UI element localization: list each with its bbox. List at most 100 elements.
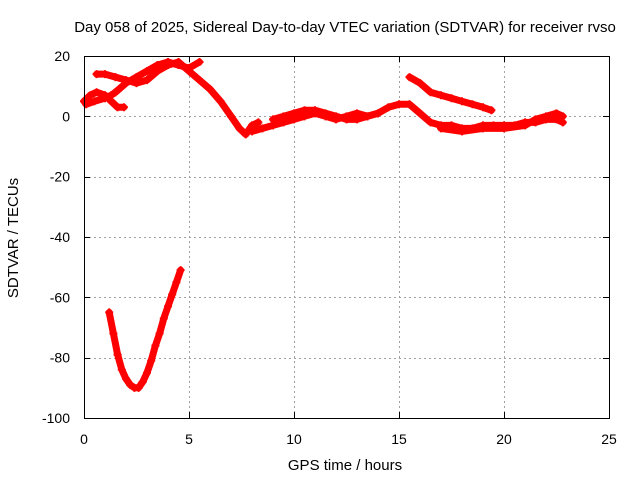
data-point xyxy=(101,94,109,103)
y-tick-label: -100 xyxy=(42,410,70,426)
data-point xyxy=(437,91,445,100)
data-point xyxy=(458,127,466,136)
data-point xyxy=(416,109,424,118)
data-point xyxy=(416,79,424,88)
y-tick-label: -60 xyxy=(50,289,70,305)
series-layer xyxy=(80,58,567,392)
data-point xyxy=(122,374,130,383)
data-point xyxy=(111,88,120,97)
data-point xyxy=(332,112,340,121)
data-point xyxy=(241,130,250,139)
y-tick-label: -40 xyxy=(50,229,70,245)
data-point xyxy=(479,124,487,133)
x-tick-label: 0 xyxy=(80,431,88,447)
data-point xyxy=(311,106,319,115)
data-point xyxy=(168,290,177,299)
data-point xyxy=(164,302,172,311)
data-point xyxy=(172,278,181,287)
data-point xyxy=(92,88,101,97)
data-point xyxy=(447,94,456,103)
x-tick-label: 5 xyxy=(185,431,193,447)
data-point xyxy=(468,100,477,109)
data-point xyxy=(113,350,122,359)
data-point xyxy=(101,70,109,79)
data-point xyxy=(521,121,529,130)
data-point xyxy=(542,112,550,121)
data-point xyxy=(374,109,382,118)
data-point xyxy=(558,112,567,121)
data-point xyxy=(147,356,156,365)
data-point xyxy=(105,308,114,317)
data-point xyxy=(216,97,225,106)
data-point xyxy=(235,124,244,133)
data-point xyxy=(195,58,204,67)
data-point xyxy=(258,124,267,133)
data-point xyxy=(174,61,183,70)
series-arc-3 xyxy=(93,58,262,138)
y-tick-label: 20 xyxy=(54,48,70,64)
y-tick-label: -80 xyxy=(50,350,70,366)
data-point xyxy=(126,380,135,389)
data-point xyxy=(342,115,351,124)
data-point xyxy=(159,314,168,323)
data-point xyxy=(134,383,143,392)
data-point xyxy=(111,73,120,82)
chart-title: Day 058 of 2025, Sidereal Day-to-day VTE… xyxy=(74,19,616,36)
data-point xyxy=(437,124,445,133)
data-point xyxy=(458,97,466,106)
data-point xyxy=(254,118,263,127)
data-point xyxy=(82,100,91,109)
data-point xyxy=(500,124,508,133)
data-point xyxy=(487,106,496,115)
data-point xyxy=(353,115,361,124)
data-point xyxy=(405,100,414,109)
data-point xyxy=(405,73,414,82)
tick-layer xyxy=(84,56,610,419)
data-point xyxy=(90,97,99,106)
data-point xyxy=(132,73,141,82)
data-point xyxy=(479,103,487,112)
data-point xyxy=(269,115,277,124)
data-point xyxy=(117,365,126,374)
series-arc-7 xyxy=(406,73,495,114)
grid-layer xyxy=(84,56,609,418)
data-point xyxy=(426,88,435,97)
data-point xyxy=(206,85,214,94)
data-point xyxy=(531,115,540,124)
data-point xyxy=(153,61,162,70)
data-point xyxy=(426,118,435,127)
data-point xyxy=(143,76,151,85)
data-point xyxy=(384,103,393,112)
data-point xyxy=(92,70,101,79)
x-axis-label: GPS time / hours xyxy=(288,457,402,474)
data-point xyxy=(86,91,95,100)
data-point xyxy=(300,106,309,115)
data-point xyxy=(321,109,330,118)
data-point xyxy=(227,112,235,121)
data-point xyxy=(155,329,164,338)
tick-label-layer: 0 5 10 15 20 25 -100 -80 -60 -40 -20 0 20 xyxy=(42,48,617,447)
data-point xyxy=(552,109,561,118)
y-axis-label: SDTVAR / TECUs xyxy=(5,178,22,298)
x-tick-label: 15 xyxy=(391,431,407,447)
data-point xyxy=(119,103,128,112)
data-point xyxy=(143,368,151,377)
data-point xyxy=(151,341,160,350)
y-tick-label: 0 xyxy=(62,108,70,124)
data-point xyxy=(185,64,193,73)
data-point xyxy=(109,329,118,338)
x-tick-label: 10 xyxy=(286,431,302,447)
y-tick-label: -20 xyxy=(50,169,70,185)
x-tick-label: 25 xyxy=(601,431,617,447)
data-point xyxy=(195,76,204,85)
data-point xyxy=(176,266,185,275)
data-point xyxy=(363,112,372,121)
data-point xyxy=(164,58,172,67)
data-point xyxy=(138,377,147,386)
data-point xyxy=(143,67,151,76)
data-point xyxy=(395,100,403,109)
data-point xyxy=(248,127,256,136)
data-point xyxy=(279,112,288,121)
x-tick-label: 20 xyxy=(496,431,512,447)
